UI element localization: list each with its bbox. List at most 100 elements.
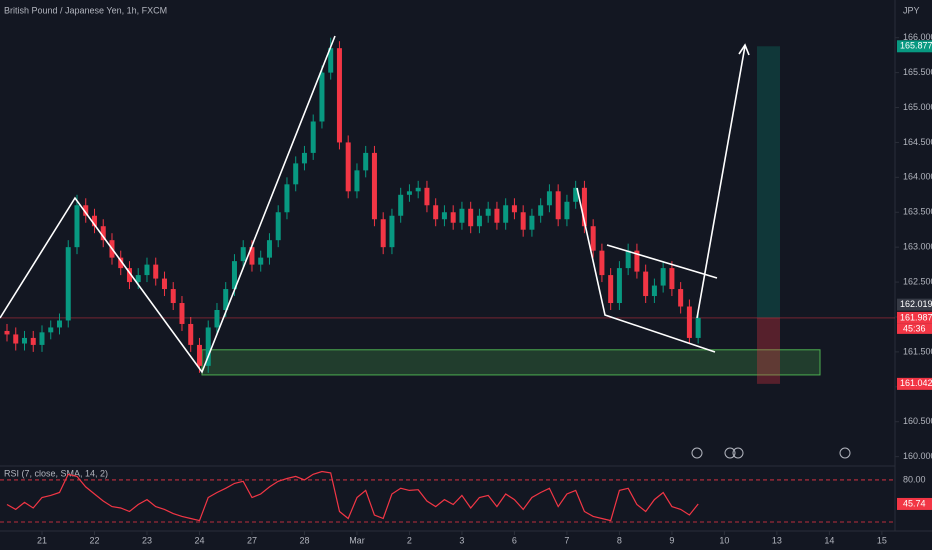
x-tick-label: 13 — [772, 535, 782, 545]
candle-body — [433, 205, 439, 220]
entry-tag-bg — [897, 311, 932, 324]
candle-body — [686, 306, 692, 338]
y-tick-label: 163.500 — [903, 207, 932, 217]
candle-body — [310, 121, 316, 153]
icon — [691, 447, 703, 459]
countdown-bg — [897, 323, 932, 334]
y-tick-label: 162.500 — [903, 276, 932, 286]
candle-body — [651, 285, 657, 297]
candle-body — [503, 205, 509, 223]
candle-body — [179, 303, 185, 324]
candle-body — [21, 337, 27, 344]
channel-lower — [576, 187, 716, 353]
candle-body — [634, 250, 640, 272]
candle-body — [293, 163, 299, 185]
candle-body — [625, 250, 631, 269]
candle-body — [336, 48, 342, 143]
candle-body — [590, 226, 596, 251]
candle-body — [450, 212, 456, 223]
candle-body — [573, 187, 579, 202]
x-tick-label: 15 — [877, 535, 887, 545]
candle-body — [643, 271, 649, 297]
currency: JPY — [903, 5, 920, 15]
candle-body — [91, 215, 97, 227]
x-tick-label: 28 — [299, 535, 309, 545]
stop-tag: 161.042 — [900, 378, 932, 388]
marks — [0, 37, 895, 384]
y-tick-label: 164.000 — [903, 172, 932, 182]
event-icons — [691, 447, 851, 459]
stop-tag-bg — [897, 377, 932, 390]
candle-body — [135, 275, 141, 283]
candle-body — [196, 344, 202, 366]
candle-body — [371, 152, 377, 220]
y-tick-label: 161.500 — [903, 346, 932, 356]
candle-body — [599, 250, 605, 276]
candle-body — [538, 205, 544, 216]
x-tick-label: 27 — [247, 535, 257, 545]
candle-body — [608, 275, 614, 304]
rsi-title: RSI (7, close, SMA, 14, 2) — [4, 468, 108, 478]
candle-body — [56, 320, 62, 328]
arrow-head — [738, 43, 750, 56]
x-tick-label: 14 — [824, 535, 834, 545]
candle-body — [380, 219, 386, 248]
candle-body — [100, 226, 106, 241]
y-tick-label: 166.000 — [903, 32, 932, 42]
candle-body — [284, 184, 290, 213]
candle-body — [459, 208, 465, 223]
rsi-line — [6, 470, 699, 522]
x-tick-label: 9 — [669, 535, 674, 545]
candle-body — [485, 208, 491, 216]
prev-price-tag-bg — [897, 298, 932, 311]
candle-body — [345, 142, 351, 192]
rsi-tag-bg — [897, 497, 932, 510]
candle-body — [214, 310, 220, 328]
position-profit — [757, 46, 780, 318]
rsi-tick-label: 80.00 — [903, 474, 926, 484]
support-zone — [201, 349, 821, 376]
candle-body — [415, 187, 421, 192]
candle-body — [205, 327, 211, 366]
candle-body — [144, 264, 150, 276]
x-tick-label: 3 — [459, 535, 464, 545]
candle-body — [4, 330, 10, 335]
candle-body — [406, 191, 412, 195]
y-tick-label: 165.500 — [903, 67, 932, 77]
x-tick-label: 24 — [194, 535, 204, 545]
candle-body — [319, 72, 325, 122]
x-tick-label: 7 — [564, 535, 569, 545]
candle-body — [389, 215, 395, 248]
candle-body — [161, 278, 167, 290]
x-tick-label: 8 — [617, 535, 622, 545]
zigzag — [0, 35, 336, 374]
candle-body — [126, 268, 132, 283]
icon — [732, 447, 744, 459]
candle-body — [468, 208, 474, 227]
candle-body — [660, 268, 666, 286]
x-tick-label: 10 — [719, 535, 729, 545]
candle-body — [476, 215, 482, 227]
icon — [839, 447, 851, 459]
y-tick-label: 165.000 — [903, 102, 932, 112]
candle-body — [354, 170, 360, 192]
candle-body — [529, 215, 535, 230]
candle-body — [231, 261, 237, 290]
candle-body — [695, 317, 701, 338]
candle-body — [328, 48, 334, 73]
drawings — [0, 35, 750, 374]
countdown: 45:36 — [903, 323, 926, 333]
prev-price-tag: 162.019 — [900, 299, 932, 309]
rsi-tag: 45.74 — [903, 498, 926, 508]
x-tick-label: 21 — [37, 535, 47, 545]
candle-body — [424, 187, 430, 206]
candle-body — [153, 264, 159, 279]
x-tick-label: 22 — [89, 535, 99, 545]
candle-body — [13, 334, 19, 344]
candle-body — [581, 187, 587, 227]
entry-tag: 161.987 — [900, 312, 932, 322]
candle-body — [65, 247, 71, 321]
target-tag: 165.877 — [900, 41, 932, 51]
candle-body — [398, 194, 404, 216]
candle-body — [30, 337, 36, 345]
